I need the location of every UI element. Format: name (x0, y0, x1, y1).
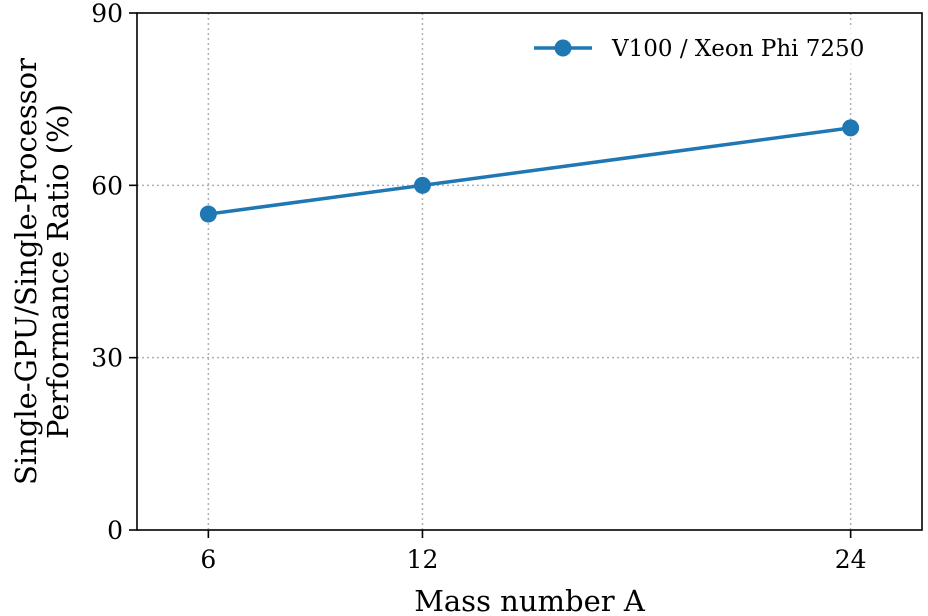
y-tick-label: 90 (91, 0, 123, 28)
y-axis-label: Single-GPU/Single-Processor Performance … (9, 58, 75, 485)
data-point (413, 176, 431, 194)
x-tick-label: 24 (835, 545, 867, 574)
y-axis-label-line-2: Performance Ratio (%) (41, 104, 75, 439)
legend-entry-label: V100 / Xeon Phi 7250 (611, 36, 864, 62)
x-tick-label: 6 (200, 545, 216, 574)
plot-frame (136, 12, 923, 531)
legend: V100 / Xeon Phi 7250 (520, 26, 912, 72)
y-axis-label-line-1: Single-GPU/Single-Processor (9, 58, 43, 485)
legend-dot-marker (554, 39, 572, 57)
x-tick-label: 12 (407, 545, 439, 574)
data-point (199, 205, 217, 223)
series-line (208, 126, 851, 216)
data-point (842, 119, 860, 137)
axis-ticks: 6 12 24 0 30 60 90 (91, 0, 866, 574)
grid-lines (137, 13, 922, 530)
y-tick-label: 60 (91, 171, 123, 200)
y-tick-label: 30 (91, 344, 123, 373)
x-axis-label: Mass number A (414, 584, 646, 616)
y-tick-label: 0 (107, 516, 123, 545)
series-layer (199, 119, 860, 223)
